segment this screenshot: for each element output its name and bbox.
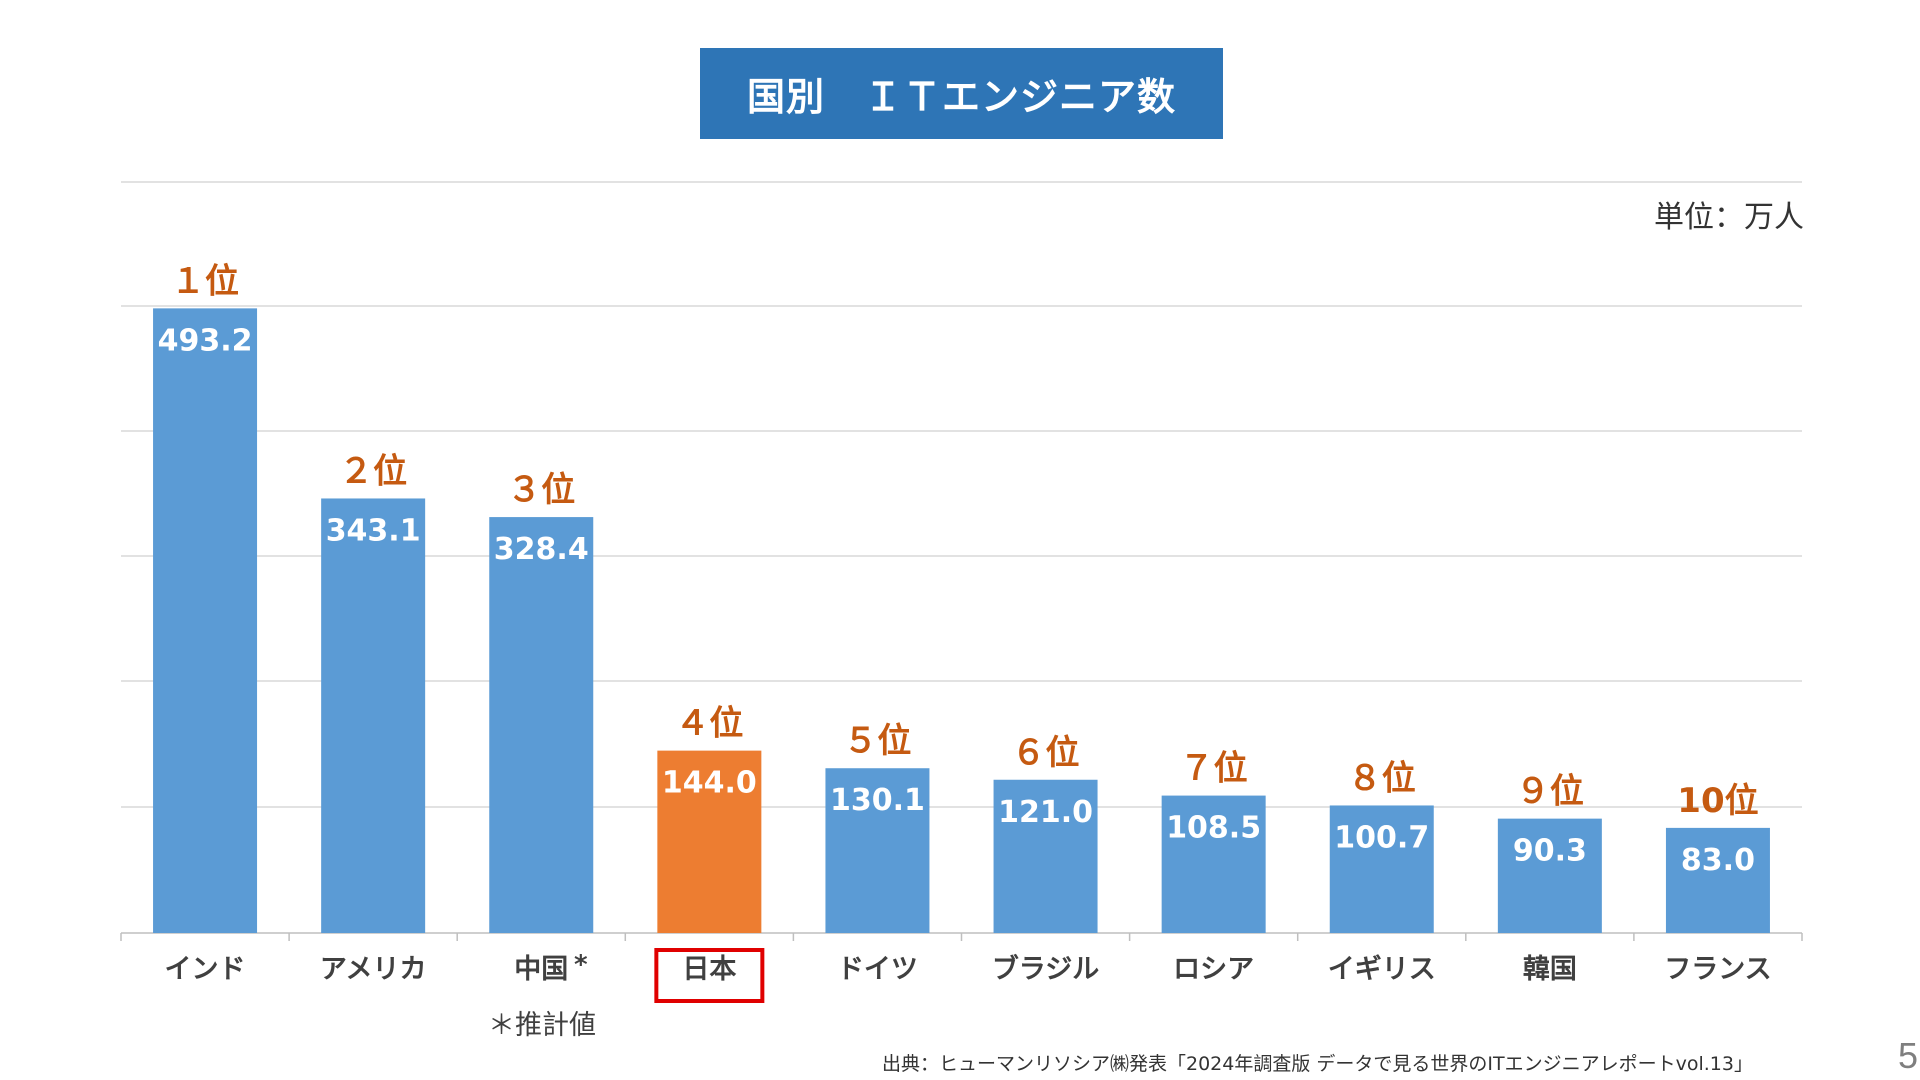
- bar-6: [993, 779, 1098, 933]
- bar-value-label: 83.0: [1681, 843, 1755, 878]
- bar-9: [1497, 818, 1602, 933]
- category-label: イギリス: [1328, 954, 1436, 985]
- bars: [153, 308, 1770, 934]
- highlight-box: [654, 948, 765, 1003]
- rank-label: １位: [171, 261, 239, 301]
- unit-label: 単位：万人: [1654, 200, 1804, 235]
- rank-label: ２位: [339, 451, 407, 491]
- rank-label: ４位: [675, 704, 743, 744]
- chart-title: 国別 ＩＴエンジニア数: [700, 48, 1223, 139]
- rank-label: ６位: [1012, 733, 1080, 773]
- bar-value-label: 90.3: [1513, 834, 1587, 869]
- category-label: 中国: [514, 954, 568, 985]
- bar-value-label: 328.4: [494, 532, 589, 567]
- category-label: 韓国: [1523, 954, 1577, 985]
- category-label: 日本: [682, 954, 736, 985]
- bar-2: [321, 498, 426, 933]
- bar-value-label: 144.0: [662, 766, 757, 801]
- bar-4: [657, 750, 762, 933]
- page-number: 5: [1897, 1035, 1918, 1076]
- bar-value-label: 343.1: [326, 513, 421, 548]
- bar-3: [489, 517, 594, 933]
- rank-label: ３位: [507, 470, 575, 510]
- bar-1: [153, 308, 258, 934]
- bar-5: [825, 768, 930, 933]
- source-note: 出典：ヒューマンリソシア㈱発表「2024年調査版 データで見る世界のITエンジニ…: [882, 1053, 1753, 1075]
- category-label: インド: [165, 954, 246, 985]
- bar-value-label: 493.2: [158, 323, 253, 358]
- rank-label: ５位: [843, 721, 911, 761]
- china-footnote: ＊推計値: [488, 1010, 596, 1041]
- bar-7: [1161, 795, 1266, 933]
- china-asterisk: *: [574, 950, 588, 980]
- bar-value-label: 121.0: [998, 795, 1093, 830]
- category-label: アメリカ: [320, 954, 427, 985]
- bar-value-label: 100.7: [1334, 820, 1429, 855]
- rank-label: 10位: [1677, 781, 1758, 821]
- bar-10: [1665, 827, 1770, 933]
- rank-label: ９位: [1516, 772, 1584, 812]
- rank-label: ７位: [1180, 749, 1248, 789]
- bar-8: [1329, 805, 1434, 933]
- bar-value-label: 108.5: [1166, 811, 1261, 846]
- category-label: ドイツ: [837, 954, 918, 985]
- category-label: ロシア: [1173, 954, 1254, 985]
- rank-label: ８位: [1348, 758, 1416, 798]
- category-label: ブラジル: [992, 953, 1099, 985]
- bar-value-label: 130.1: [830, 783, 925, 818]
- category-label: フランス: [1664, 954, 1771, 985]
